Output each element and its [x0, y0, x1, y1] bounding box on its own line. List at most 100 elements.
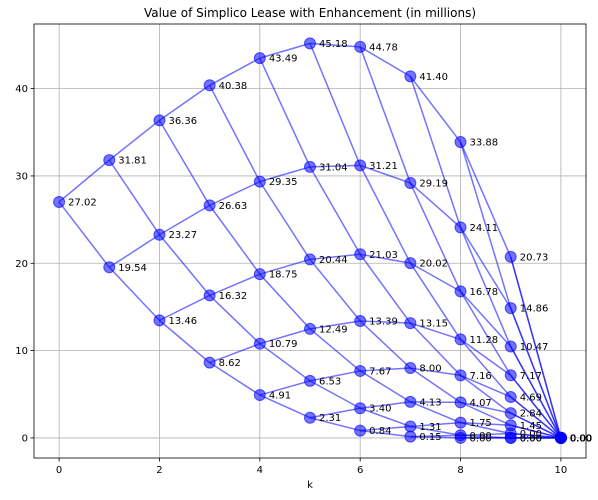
lattice-node [304, 37, 316, 50]
lattice-edge [108, 159, 161, 236]
x-tick-label: 2 [156, 465, 162, 476]
lattice-node [253, 389, 266, 402]
lattice-edge [510, 346, 562, 439]
node-labels: 27.02 31.81 19.54 36.36 23.27 13.46 40.38 26.63… [68, 39, 592, 445]
lattice-edge [309, 417, 361, 432]
lattice-node [404, 362, 417, 375]
node-value-label: 2.84 [520, 409, 542, 420]
lattice-edge [209, 273, 261, 297]
node-value-label: 0.00 [570, 433, 592, 444]
node-value-label: 36.36 [168, 116, 197, 127]
lattice-node [404, 430, 417, 443]
node-value-label: 0.00 [570, 433, 592, 444]
lattice-node [404, 70, 417, 83]
node-value-label: 0.00 [570, 433, 592, 444]
lattice-edge [360, 367, 411, 372]
lattice-edge [410, 401, 461, 424]
node-value-label: 44.78 [369, 42, 398, 53]
lattice-edge [209, 362, 261, 396]
node-value-label: 13.46 [168, 316, 197, 327]
lattice-node [354, 314, 367, 327]
y-tick-label: 40 [15, 84, 28, 95]
lattice-edge [259, 273, 311, 330]
node-value-label: 1.45 [520, 421, 542, 432]
node-value-label: 4.91 [269, 391, 291, 402]
node-value-label: 33.88 [470, 138, 499, 149]
lattice-edge [359, 165, 412, 264]
lattice-node [454, 221, 467, 234]
lattice-edge [360, 429, 411, 438]
lattice-node [203, 199, 216, 212]
lattice-node [404, 257, 417, 270]
lattice-node [103, 154, 116, 167]
node-value-label: 8.62 [219, 358, 241, 369]
node-value-label: 0.00 [570, 433, 592, 444]
lattice-edge [410, 435, 461, 439]
lattice-node [354, 402, 367, 415]
lattice-edge [309, 43, 361, 166]
lattice-edge [409, 262, 462, 340]
x-tick-label: 6 [357, 465, 363, 476]
lattice-node [454, 285, 467, 298]
node-value-label: 20.73 [520, 252, 549, 263]
lattice-edge [209, 57, 261, 86]
lattice-edge [359, 46, 411, 78]
lattice-node [404, 420, 417, 433]
x-axis-label: k [307, 480, 313, 491]
lattice-edge [410, 401, 461, 404]
lattice-node [404, 395, 417, 408]
node-value-label: 21.03 [369, 250, 398, 261]
node-value-label: 12.49 [319, 324, 348, 335]
lattice-edge [309, 407, 361, 419]
node-value-label: 0.00 [570, 433, 592, 444]
node-value-label: 43.49 [269, 54, 298, 65]
lattice-edge [208, 84, 261, 182]
lattice-node [354, 364, 367, 377]
lattice-node [404, 317, 417, 330]
node-value-label: 0.00 [470, 431, 492, 442]
lattice-edge [409, 76, 462, 228]
lattice-edge [460, 374, 512, 398]
lattice-edge [359, 370, 411, 403]
lattice-edge [409, 367, 461, 403]
plot-frame [33, 23, 587, 459]
node-value-label: 20.44 [319, 255, 348, 266]
lattice-edge [158, 120, 211, 206]
node-value-label: 31.21 [369, 161, 398, 172]
lattice-edge [460, 338, 512, 376]
axes: 0 2 4 6 8 10 0 10 20 30 40 [15, 23, 587, 476]
lattice-edge [108, 119, 160, 161]
node-value-label: 7.17 [520, 371, 542, 382]
lattice-edge [459, 141, 512, 258]
lattice-edge [409, 182, 462, 292]
lattice-edge [359, 253, 411, 324]
lattice-node [504, 302, 517, 315]
lattice-edge [259, 181, 311, 260]
lattice-edge [360, 320, 411, 324]
lattice-edge [309, 370, 361, 382]
lattice-node [454, 136, 467, 149]
lattice-edge [259, 42, 311, 59]
lattice-node [103, 261, 116, 274]
node-value-label: 18.75 [269, 270, 298, 281]
lattice-edge [309, 380, 361, 409]
x-tick-label: 0 [56, 465, 62, 476]
node-value-label: 41.40 [419, 72, 448, 83]
lattice-node [304, 253, 316, 266]
node-value-label: 19.54 [118, 263, 147, 274]
node-value-label: 1.75 [470, 418, 492, 429]
lattice-edge [410, 322, 461, 341]
lattice-edge [510, 256, 562, 439]
node-value-label: 10.79 [269, 339, 298, 350]
node-value-label: 0.00 [570, 433, 592, 444]
lattice-edge [409, 322, 462, 376]
lattice-edge [409, 262, 461, 293]
x-tick-label: 4 [257, 465, 263, 476]
lattice-node [454, 416, 467, 429]
node-value-label: 0.00 [570, 433, 592, 444]
node-value-label: 31.81 [118, 156, 147, 167]
lattice-node [504, 390, 517, 403]
lattice-edge [58, 201, 110, 268]
lattice-edge [108, 234, 160, 268]
